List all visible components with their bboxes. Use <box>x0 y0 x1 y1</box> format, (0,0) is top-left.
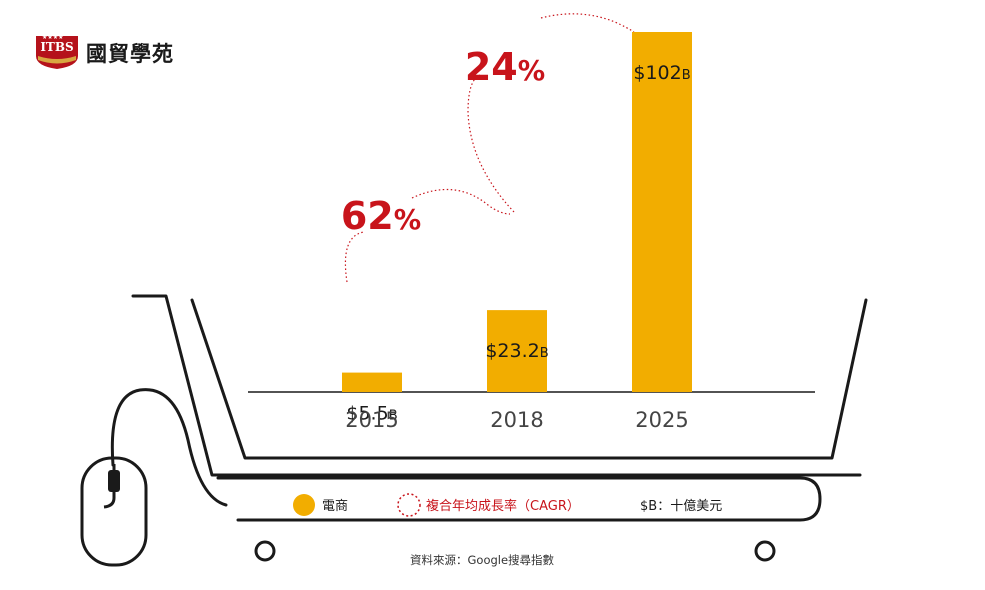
bar-value-label-2015: $5.5B <box>346 403 397 425</box>
cagr-label-2018-2025: 24% <box>465 45 545 89</box>
legend-label-cagr: 複合年均成長率（CAGR） <box>426 498 580 514</box>
mouse-cable <box>110 388 228 507</box>
x-tick-label-2015: 2015 <box>345 408 398 432</box>
x-tick-label-2018: 2018 <box>490 408 543 432</box>
cagr-arc-2018-2025 <box>467 13 635 213</box>
legend-label-series: 電商 <box>322 499 348 514</box>
cart-illustration <box>110 294 868 522</box>
cart-wheel-left <box>254 540 276 562</box>
legend-swatch-series <box>293 494 315 516</box>
cart-handle <box>131 294 862 477</box>
cagr-arc-2015-2018 <box>344 188 511 283</box>
cart-wheels <box>254 540 776 562</box>
bar-2018 <box>487 310 547 392</box>
legend-swatch-cagr <box>397 493 421 517</box>
source-note: 資料來源：Google搜尋指數 <box>410 553 555 567</box>
logo-name: 國貿學苑 <box>86 41 174 66</box>
cart-base <box>216 476 822 522</box>
bar-2025 <box>632 32 692 392</box>
cart-basket <box>190 298 868 460</box>
bar-2015 <box>342 372 402 392</box>
legend: 電商 複合年均成長率（CAGR） $B：十億美元 <box>293 493 722 517</box>
bar-value-label-2025: $102B <box>633 62 690 84</box>
brand-logo: ★★★★ ITBS 國貿學苑 <box>34 34 184 74</box>
x-tick-label-2025: 2025 <box>635 408 688 432</box>
bar-value-label-2018: $23.2B <box>485 340 548 362</box>
legend-label-unit: $B：十億美元 <box>640 498 722 514</box>
mouse-scroll-wheel <box>108 470 120 492</box>
logo-abbreviation: ITBS <box>40 40 74 54</box>
logo-stars: ★★★★ <box>42 34 64 41</box>
logo-badge-icon <box>36 36 78 69</box>
cagr-label-2015-2018: 62% <box>341 194 421 238</box>
cart-wheel-right <box>754 540 776 562</box>
